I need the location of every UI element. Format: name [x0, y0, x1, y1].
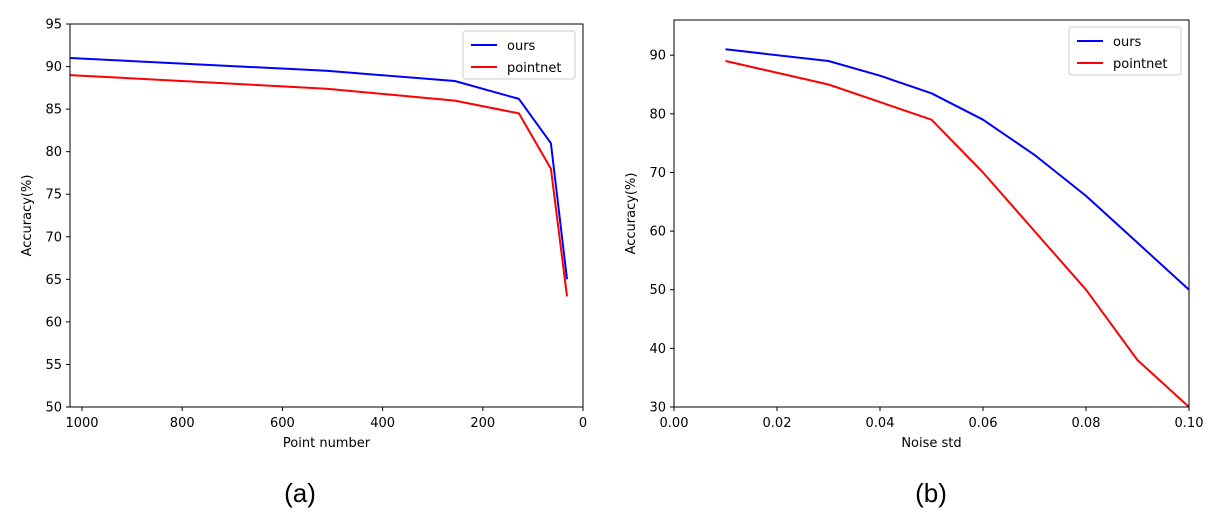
y-tick-label: 85 [45, 103, 62, 118]
legend-label-pointnet: pointnet [507, 61, 562, 76]
series-line-pointnet [70, 74, 568, 297]
y-tick-label: 70 [45, 230, 62, 245]
x-axis-label: Noise std [901, 436, 961, 451]
caption-a: (a) [284, 478, 316, 508]
plot-frame [69, 23, 584, 408]
x-tick-label: 0.10 [1175, 416, 1204, 431]
y-tick-label: 75 [45, 188, 62, 203]
y-tick-label: 90 [649, 49, 666, 64]
y-tick-label: 95 [45, 18, 62, 33]
series-line-pointnet [725, 60, 1189, 407]
y-tick-label: 30 [649, 401, 666, 416]
series-line-ours [70, 57, 568, 280]
y-tick-label: 90 [45, 60, 62, 75]
y-tick-label: 70 [649, 166, 666, 181]
plot-frame [673, 19, 1190, 408]
legend-label-pointnet: pointnet [1113, 57, 1168, 72]
chart-panel-b: 30 40 50 60 70 80 90 0.00 0.02 0.04 0.06 0.08 0.10 No… [624, 19, 1204, 451]
chart-panel-a: 50 55 60 65 70 75 80 85 90 95 1000 800 600 400 200 0 Poi… [20, 18, 587, 452]
x-tick-label: 600 [270, 416, 295, 431]
y-tick-label: 65 [45, 273, 62, 288]
y-axis-label: Accuracy(%) [624, 173, 639, 255]
y-tick-label: 60 [45, 315, 62, 330]
y-axis-label: Accuracy(%) [20, 175, 35, 257]
legend-label-ours: ours [1113, 35, 1142, 50]
x-tick-label: 1000 [65, 416, 98, 431]
x-tick-label: 0.06 [969, 416, 998, 431]
legend-label-ours: ours [507, 39, 536, 54]
y-tick-label: 60 [649, 225, 666, 240]
x-tick-label: 0.02 [763, 416, 792, 431]
x-tick-label: 0.04 [866, 416, 895, 431]
x-axis-label: Point number [283, 436, 371, 451]
y-tick-label: 50 [649, 283, 666, 298]
y-tick-label: 40 [649, 342, 666, 357]
x-tick-label: 400 [370, 416, 395, 431]
x-tick-label: 0.08 [1072, 416, 1101, 431]
legend: ours pointnet [462, 30, 576, 80]
y-tick-label: 80 [649, 107, 666, 122]
caption-b: (b) [915, 478, 947, 508]
y-tick-label: 80 [45, 145, 62, 160]
x-tick-label: 200 [470, 416, 495, 431]
series-line-ours [725, 48, 1189, 291]
x-tick-label: 0 [579, 416, 587, 431]
legend: ours pointnet [1068, 26, 1182, 76]
x-tick-label: 800 [170, 416, 195, 431]
y-tick-label: 55 [45, 358, 62, 373]
y-tick-label: 50 [45, 401, 62, 416]
x-tick-label: 0.00 [660, 416, 689, 431]
